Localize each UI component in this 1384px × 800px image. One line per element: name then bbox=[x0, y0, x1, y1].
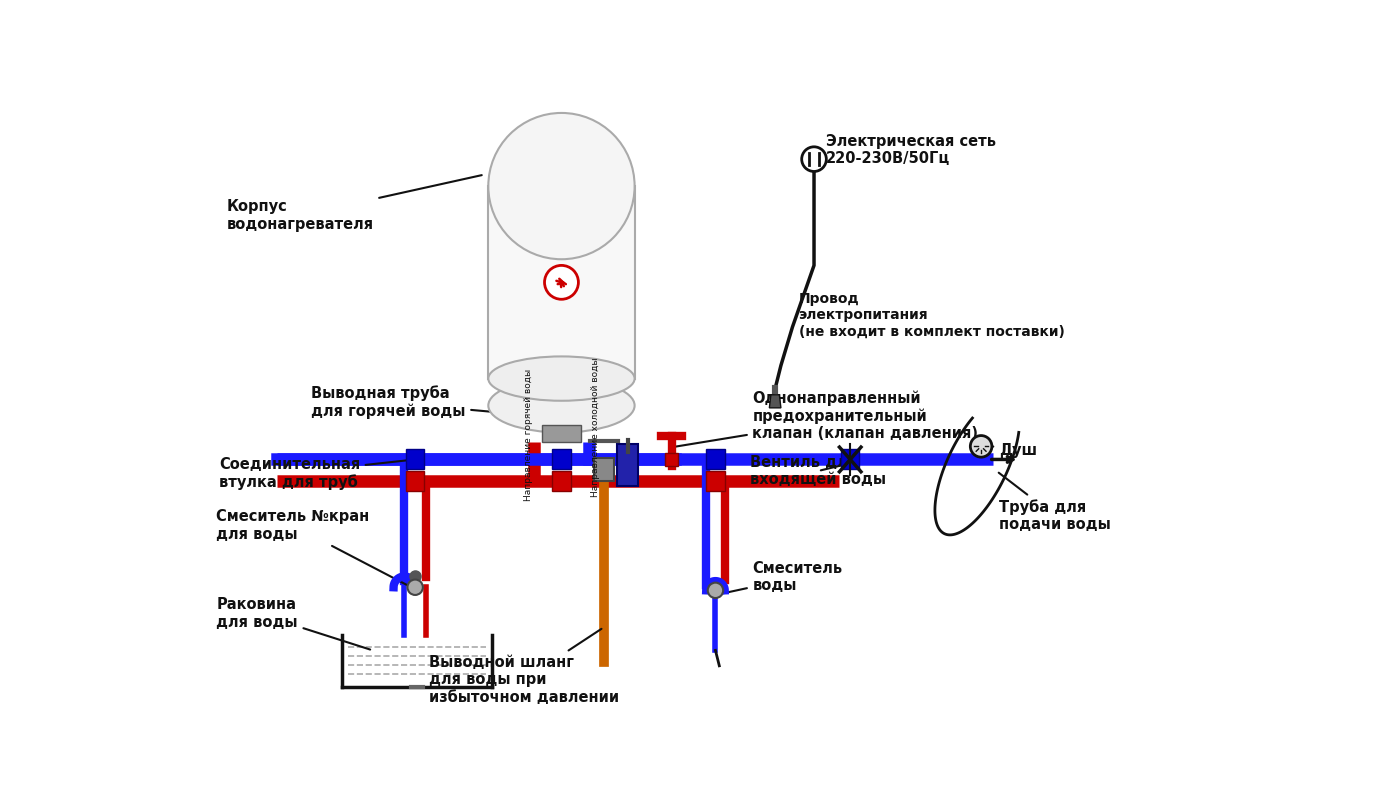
Bar bbox=[841, 450, 859, 470]
Bar bbox=[406, 471, 425, 491]
Text: Соединительная
втулка для труб: Соединительная втулка для труб bbox=[219, 457, 412, 490]
Bar bbox=[594, 458, 614, 481]
Text: Смеситель
воды: Смеситель воды bbox=[718, 561, 843, 594]
Text: Направление холодной воды: Направление холодной воды bbox=[591, 358, 599, 497]
Text: Выводной шланг
для воды при
избыточном давлении: Выводной шланг для воды при избыточном д… bbox=[429, 629, 619, 705]
Circle shape bbox=[407, 579, 424, 595]
Polygon shape bbox=[770, 394, 781, 408]
Text: Однонаправленный
предохранительный
клапан (клапан давления): Однонаправленный предохранительный клапа… bbox=[670, 390, 978, 447]
Text: Провод
электропитания
(не входит в комплект поставки): Провод электропитания (не входит в компл… bbox=[799, 292, 1064, 338]
Bar bbox=[406, 450, 425, 470]
Text: Труба для
подачи воды: Труба для подачи воды bbox=[999, 473, 1110, 532]
Bar bbox=[617, 444, 638, 486]
Bar bbox=[552, 450, 570, 470]
Bar bbox=[706, 450, 725, 470]
Text: Электрическая сеть
220-230В/50Гц: Электрическая сеть 220-230В/50Гц bbox=[826, 134, 995, 166]
Bar bbox=[552, 471, 570, 491]
Text: Смеситель №кран
для воды: Смеситель №кран для воды bbox=[216, 510, 408, 586]
Bar bbox=[666, 454, 678, 466]
Ellipse shape bbox=[489, 113, 635, 259]
Ellipse shape bbox=[489, 378, 635, 433]
Text: Раковина
для воды: Раковина для воды bbox=[216, 598, 370, 650]
Text: Направление горячей воды: Направление горячей воды bbox=[525, 369, 533, 501]
Circle shape bbox=[970, 435, 992, 457]
Text: Душ: Душ bbox=[992, 442, 1037, 458]
Text: Корпус
водонагревателя: Корпус водонагревателя bbox=[227, 175, 482, 231]
Circle shape bbox=[801, 147, 826, 171]
Text: Вентиль для
входящей воды: Вентиль для входящей воды bbox=[750, 454, 886, 487]
Circle shape bbox=[707, 582, 724, 598]
Bar bbox=[543, 425, 581, 442]
Bar bbox=[489, 186, 635, 378]
Ellipse shape bbox=[489, 357, 635, 401]
Bar bbox=[706, 471, 725, 491]
Text: Выводная труба
для горячей воды: Выводная труба для горячей воды bbox=[311, 386, 531, 419]
Circle shape bbox=[544, 266, 579, 299]
